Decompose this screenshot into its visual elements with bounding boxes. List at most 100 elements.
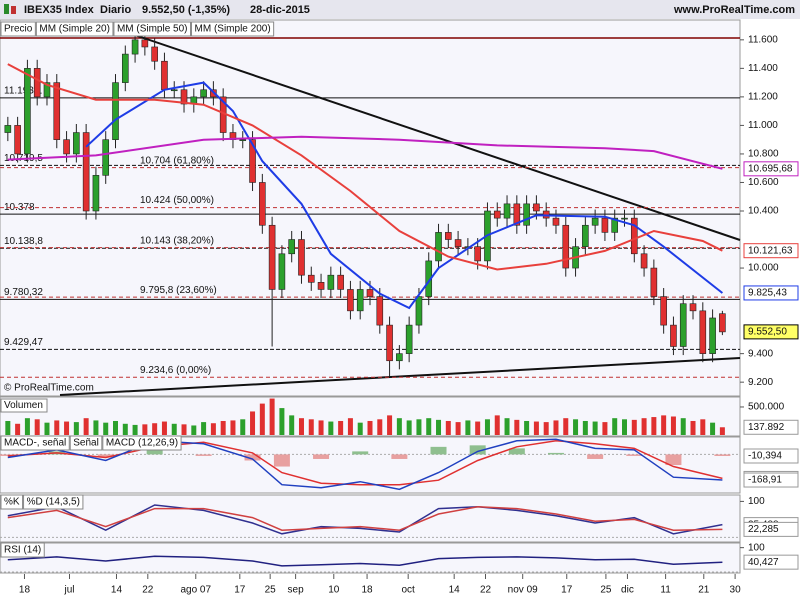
candle-body bbox=[239, 139, 247, 141]
volume-bar bbox=[416, 419, 422, 435]
volume-bar bbox=[514, 419, 520, 435]
x-tick-label: 21 bbox=[698, 585, 710, 596]
volume-bar bbox=[259, 403, 265, 435]
trend-line bbox=[119, 29, 741, 241]
legend-box bbox=[191, 21, 275, 37]
volume-bar bbox=[230, 420, 236, 435]
value-box bbox=[743, 285, 799, 301]
value-box bbox=[743, 419, 799, 435]
histogram-bar bbox=[665, 454, 682, 466]
candle-body bbox=[121, 53, 129, 83]
y-tick-label: 11.000 bbox=[748, 120, 778, 131]
candle-body bbox=[327, 274, 335, 290]
candle-body bbox=[493, 210, 501, 219]
volume-bar bbox=[161, 421, 167, 435]
value-label: 22,285 bbox=[748, 524, 779, 535]
volume-bar bbox=[210, 423, 216, 435]
volume-bar bbox=[631, 419, 637, 435]
legend-label: MM (Simple 50) bbox=[117, 24, 188, 35]
candle-body bbox=[317, 282, 325, 290]
histogram-bar bbox=[469, 445, 486, 455]
x-tick-label: 14 bbox=[449, 585, 461, 596]
line bbox=[85, 81, 724, 310]
candle-body bbox=[376, 296, 384, 326]
volume-bar bbox=[240, 419, 246, 435]
volume-bar bbox=[357, 422, 363, 435]
value-box bbox=[743, 243, 799, 259]
x-tick-label: oct bbox=[402, 585, 416, 596]
legend-box bbox=[23, 494, 84, 510]
volume-bar bbox=[64, 421, 70, 435]
candle-body bbox=[474, 246, 481, 262]
y-tick-label: 100 bbox=[748, 496, 765, 507]
candle-body bbox=[405, 324, 413, 354]
legend-label: MACD-, señal bbox=[4, 438, 66, 449]
value-box bbox=[743, 161, 799, 177]
candle-body bbox=[43, 82, 51, 98]
candle-body bbox=[141, 39, 149, 48]
legend-box bbox=[35, 21, 114, 37]
legend-label: %D (14,3,5) bbox=[27, 497, 80, 508]
rsi-panel bbox=[0, 542, 741, 574]
legend-label: MACD (12,26,9) bbox=[106, 438, 178, 449]
value-label: 137.892 bbox=[748, 422, 785, 433]
candle-body bbox=[131, 39, 139, 55]
volume-bar bbox=[670, 416, 676, 435]
volume-bar bbox=[661, 415, 667, 435]
candle-body bbox=[699, 310, 707, 354]
icon bbox=[11, 6, 16, 14]
x-tick-label: nov 09 bbox=[508, 585, 538, 596]
level-label: 9.780,32 bbox=[4, 287, 43, 298]
volume-bar bbox=[592, 421, 598, 435]
histogram-bar bbox=[626, 454, 643, 456]
volume-bar bbox=[504, 418, 510, 435]
volume-bar bbox=[553, 420, 559, 435]
legend-label: %K bbox=[4, 497, 20, 508]
legend-box bbox=[102, 435, 182, 451]
volume-bar bbox=[387, 415, 393, 435]
x-tick-label: 22 bbox=[142, 585, 154, 596]
candle-body bbox=[435, 232, 442, 262]
volume-bar bbox=[44, 422, 50, 435]
x-tick-label: 17 bbox=[561, 585, 573, 596]
volume-bar bbox=[34, 419, 40, 435]
candle-body bbox=[356, 289, 364, 312]
volume-bar bbox=[269, 398, 275, 435]
candle-body bbox=[92, 175, 100, 212]
volume-bar bbox=[465, 420, 471, 435]
candle-body bbox=[112, 82, 119, 140]
candle-body bbox=[14, 125, 21, 155]
candle-body bbox=[298, 239, 305, 276]
candle-body bbox=[719, 313, 726, 333]
volume-bar bbox=[533, 421, 539, 435]
header-bar bbox=[0, 0, 800, 19]
candle-body bbox=[170, 89, 178, 92]
volume-bar bbox=[406, 420, 412, 435]
volume-bar bbox=[524, 420, 530, 435]
candle-body bbox=[601, 217, 609, 233]
candle-body bbox=[562, 224, 570, 269]
volume-bar bbox=[201, 422, 207, 435]
histogram-bar bbox=[244, 454, 261, 461]
volume-bar bbox=[700, 419, 706, 435]
volume-bar bbox=[93, 420, 99, 435]
legend-label: MM (Simple 20) bbox=[39, 24, 110, 35]
value-label: 9.825,43 bbox=[748, 288, 787, 299]
candle-body bbox=[552, 217, 560, 226]
volume-bar bbox=[621, 419, 627, 435]
histogram-bar bbox=[146, 448, 163, 455]
candle-body bbox=[689, 303, 697, 312]
x-tick-label: 25 bbox=[265, 585, 277, 596]
histogram-bar bbox=[313, 454, 330, 459]
line bbox=[7, 555, 723, 567]
value-box bbox=[743, 324, 799, 340]
volume-bar bbox=[436, 419, 442, 435]
volume-bar bbox=[171, 423, 177, 435]
candle-body bbox=[630, 217, 638, 255]
legend-box bbox=[0, 435, 70, 451]
volume-bar bbox=[24, 418, 30, 435]
candle-body bbox=[650, 267, 658, 297]
legend-box bbox=[0, 542, 45, 558]
candle-body bbox=[307, 274, 315, 283]
candle-body bbox=[523, 203, 530, 226]
